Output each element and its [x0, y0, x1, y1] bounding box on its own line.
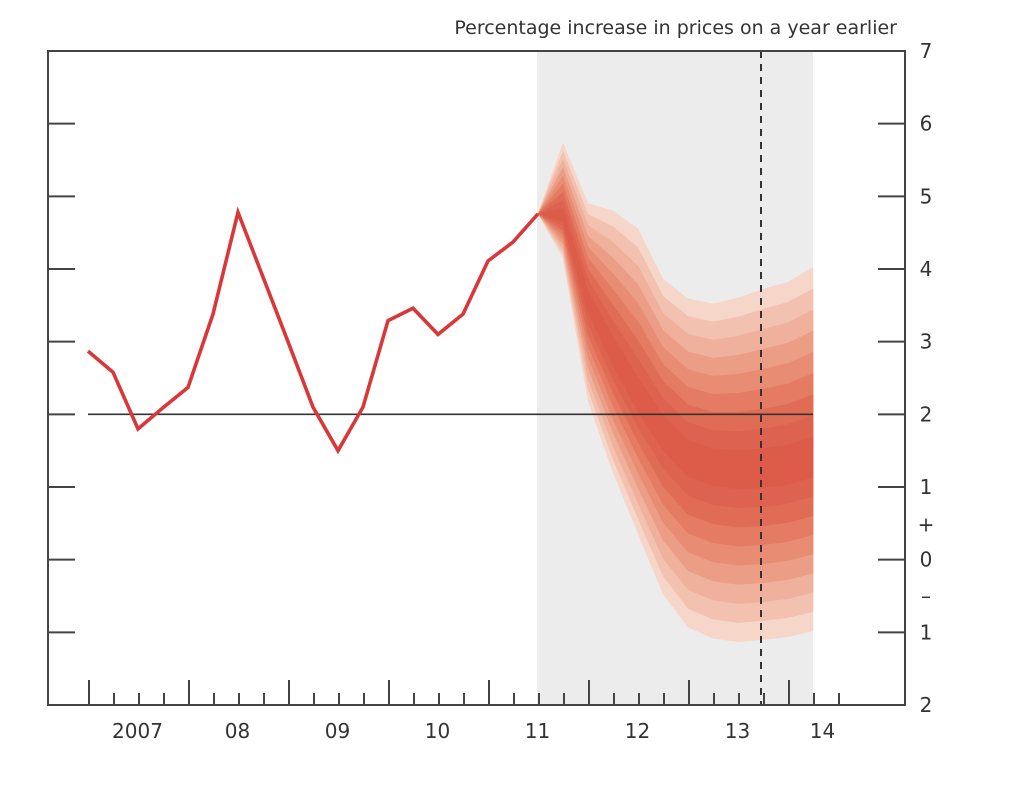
y-tick-label: 1: [920, 475, 933, 499]
x-tick-label: 2007: [112, 719, 163, 743]
x-tick-label: 11: [525, 719, 550, 743]
y-tick-label: 0: [920, 548, 933, 572]
x-tick-label: 08: [225, 719, 250, 743]
y-tick-label: 4: [920, 257, 933, 281]
y-tick-label: 2: [920, 693, 933, 717]
y-tick-label: 7: [920, 39, 933, 63]
y-tick-label: 6: [920, 112, 933, 136]
reference-layer: [88, 51, 813, 705]
chart-title: Percentage increase in prices on a year …: [454, 17, 897, 39]
y-tick-label: 2: [920, 402, 933, 426]
y-plus-sign: +: [918, 512, 935, 536]
axes-layer: [47, 50, 906, 706]
y-tick-label: 5: [920, 184, 933, 208]
fan-layer: [537, 142, 814, 643]
series-layer: [86, 206, 540, 455]
x-tick-label: 09: [325, 719, 350, 743]
x-tick-label: 12: [625, 719, 650, 743]
y-minus-sign: –: [921, 584, 931, 608]
x-tick-label: 14: [810, 719, 835, 743]
y-tick-label: 3: [920, 330, 933, 354]
x-tick-label: 13: [725, 719, 750, 743]
x-tick-label: 10: [425, 719, 450, 743]
y-tick-label: 1: [920, 620, 933, 644]
fan-band-9: [537, 208, 814, 489]
plot-frame: [47, 50, 906, 706]
